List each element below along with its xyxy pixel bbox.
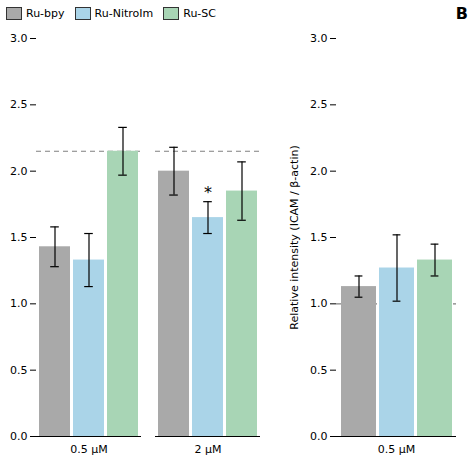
- svg-text:0.5 μM: 0.5 μM: [378, 443, 415, 456]
- svg-text:0.5: 0.5: [10, 364, 28, 377]
- svg-text:1.0: 1.0: [10, 297, 28, 310]
- svg-text:2.5: 2.5: [310, 98, 328, 111]
- html-text:Ru-bpy: Ru-bpy: [26, 6, 65, 20]
- svg-text:*: *: [204, 183, 212, 202]
- html-text:B: B: [455, 3, 468, 23]
- svg-text:0.0: 0.0: [310, 430, 328, 443]
- svg-text:1.0: 1.0: [310, 297, 328, 310]
- svg-text:3.0: 3.0: [10, 32, 28, 45]
- svg-text:0.0: 0.0: [10, 430, 28, 443]
- svg-text:2.5: 2.5: [10, 98, 28, 111]
- svg-text:0.5 μM: 0.5 μM: [70, 443, 107, 456]
- svg-text:1.5: 1.5: [10, 231, 28, 244]
- svg-text:Relative intensity (ICAM / β-a: Relative intensity (ICAM / β-actin): [288, 145, 301, 329]
- svg-text:2.0: 2.0: [10, 165, 28, 178]
- svg-text:0.5: 0.5: [310, 364, 328, 377]
- html-text:Ru-NitroIm: Ru-NitroIm: [94, 6, 154, 20]
- svg-text:1.5: 1.5: [310, 231, 328, 244]
- svg-text:3.0: 3.0: [310, 32, 328, 45]
- html-text:Ru-SC: Ru-SC: [183, 6, 216, 20]
- svg-text:2.0: 2.0: [310, 165, 328, 178]
- svg-text:2 μM: 2 μM: [195, 443, 222, 456]
